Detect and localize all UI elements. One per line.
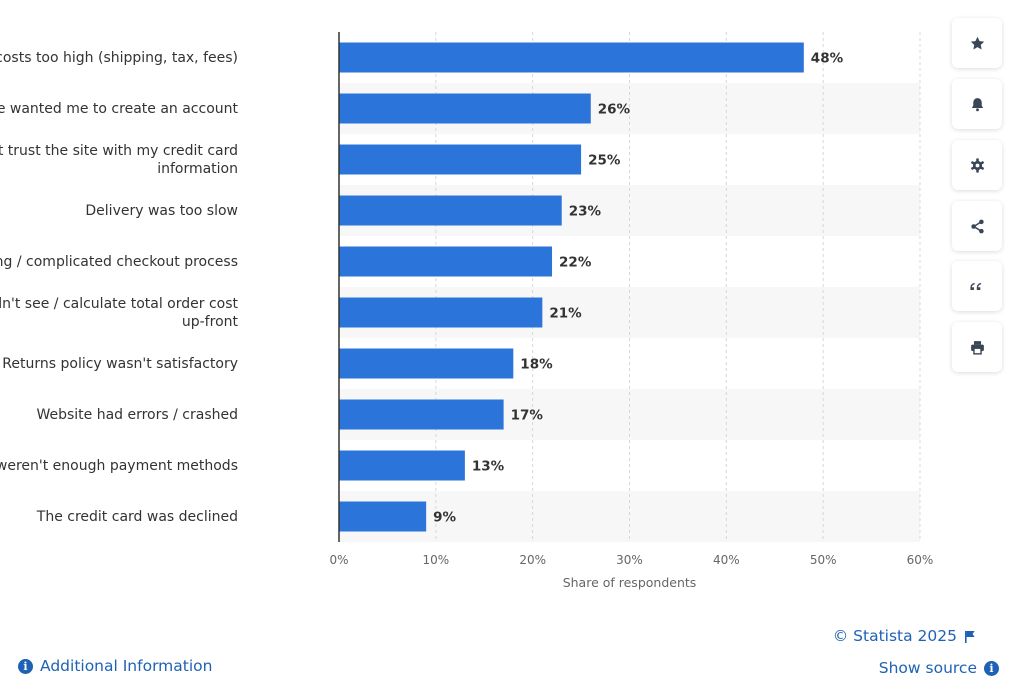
category-label: The site wanted me to create an account [0,100,238,117]
data-label: 9% [433,510,456,526]
data-label: 17% [511,408,544,424]
category-label: Too long / complicated checkout process [0,253,238,270]
category-label: I didn't trust the site with my credit c… [0,142,238,177]
data-label: 21% [549,306,582,322]
info-icon: i [18,658,33,674]
bar [339,450,465,481]
category-label: I couldn't see / calculate total order c… [0,295,238,330]
bar [339,144,582,175]
printer-icon [970,340,984,355]
additional-information-link[interactable]: i Additional Information [18,657,212,675]
data-label: 13% [472,459,505,475]
bar [339,246,553,277]
bar [339,297,543,328]
x-tick-label: 40% [713,553,740,567]
x-tick-label: 10% [422,553,449,567]
share-button[interactable] [952,201,1002,251]
data-label: 26% [598,102,631,118]
copyright-text: © Statista 2025 [832,627,957,645]
x-tick-label: 20% [519,553,546,567]
category-label: Delivery was too slow [85,202,238,219]
copyright-link[interactable]: © Statista 2025 [833,627,976,645]
star-icon [970,36,984,50]
print-button[interactable] [952,322,1002,372]
bell-icon [971,97,983,111]
x-tick-label: 30% [616,553,643,567]
show-source-link[interactable]: Show source i [879,659,999,677]
chart-area: 48% 26% 25% 23% 22% 21% 18% 17% 13% 9% 0% 10% 20% 30%… [0,32,934,590]
favorite-button[interactable] [952,18,1002,68]
data-label: 48% [811,51,844,67]
share-icon [970,219,984,233]
data-label: 18% [520,357,553,373]
cite-button[interactable] [952,261,1002,311]
bar [339,93,591,124]
bar [339,195,562,226]
bar [339,42,804,73]
data-label: 22% [559,255,592,271]
flag-icon [965,630,975,643]
x-tick-label: 60% [907,553,934,567]
info-icon: i [984,660,999,676]
settings-button[interactable] [952,140,1002,190]
show-source-text: Show source [878,659,977,677]
x-axis-title: Share of respondents [563,575,697,590]
category-label: Extra costs too high (shipping, tax, fee… [0,49,238,66]
category-label: Returns policy wasn't satisfactory [2,355,238,372]
gear-icon [970,157,984,173]
bar [339,501,427,532]
data-label: 25% [588,153,621,169]
x-tick-label: 50% [810,553,837,567]
data-label: 23% [569,204,602,220]
category-label: There weren't enough payment methods [0,457,238,474]
additional-information-text: Additional Information [40,657,213,675]
row-band [339,491,920,542]
notification-button[interactable] [952,79,1002,129]
category-label: Website had errors / crashed [36,406,238,423]
category-label: The credit card was declined [36,508,238,525]
bar [339,399,504,430]
bar [339,348,514,379]
bar-chart: 48% 26% 25% 23% 22% 21% 18% 17% 13% 9% 0% 10% 20% 30%… [329,32,934,590]
x-tick-label: 0% [329,553,348,567]
quote-icon [969,282,981,290]
